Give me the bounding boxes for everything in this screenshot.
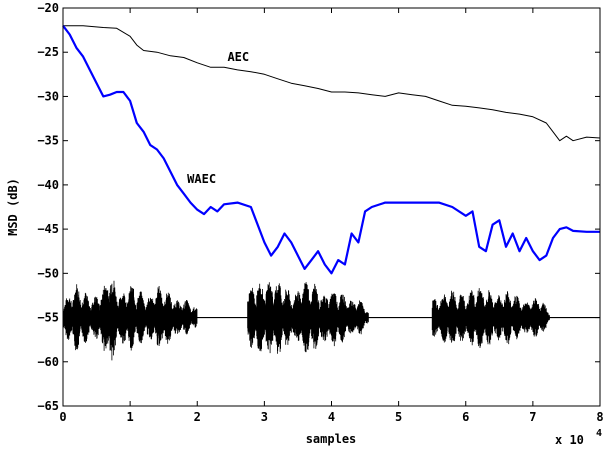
annotation-waec: WAEC — [187, 172, 216, 186]
x-tick-label-4: 4 — [328, 410, 335, 424]
y-tick-label-0: −20 — [37, 1, 59, 15]
x-tick-label-7: 7 — [529, 410, 536, 424]
x-tick-label-6: 6 — [462, 410, 469, 424]
x-tick-label-2: 2 — [194, 410, 201, 424]
x-tick-label-1: 1 — [127, 410, 134, 424]
speech-waveform — [62, 280, 600, 361]
y-tick-label-1: −25 — [37, 45, 59, 59]
x-tick-label-0: 0 — [59, 410, 66, 424]
y-tick-label-4: −40 — [37, 178, 59, 192]
x-multiplier-label: x 10 — [555, 433, 584, 447]
x-tick-label-8: 8 — [596, 410, 603, 424]
x-multiplier-exponent: 4 — [596, 428, 602, 439]
ticks-layer: 0 1 2 3 4 5 6 7 8 −20 −25 −30 −35 −40 −45 −50 −55 −60 −65 — [37, 1, 603, 424]
y-tick-label-3: −35 — [37, 134, 59, 148]
y-tick-label-5: −45 — [37, 222, 59, 236]
y-tick-label-6: −50 — [37, 266, 59, 280]
series-waec-line — [62, 25, 600, 275]
x-tick-label-5: 5 — [395, 410, 402, 424]
y-tick-label-9: −65 — [37, 399, 59, 413]
annotation-layer: AEC WAEC — [187, 50, 249, 186]
y-tick-label-7: −55 — [37, 311, 59, 325]
annotation-aec: AEC — [227, 50, 249, 64]
series-aec-line — [63, 25, 601, 142]
series-layer — [62, 25, 601, 275]
y-axis-label: MSD (dB) — [6, 178, 20, 236]
waveform-trace — [62, 280, 550, 361]
plot-frame — [62, 7, 601, 407]
y-tick-label-8: −60 — [37, 355, 59, 369]
y-tick-label-2: −30 — [37, 89, 59, 103]
x-tick-label-3: 3 — [261, 410, 268, 424]
x-axis-label: samples — [306, 432, 357, 446]
